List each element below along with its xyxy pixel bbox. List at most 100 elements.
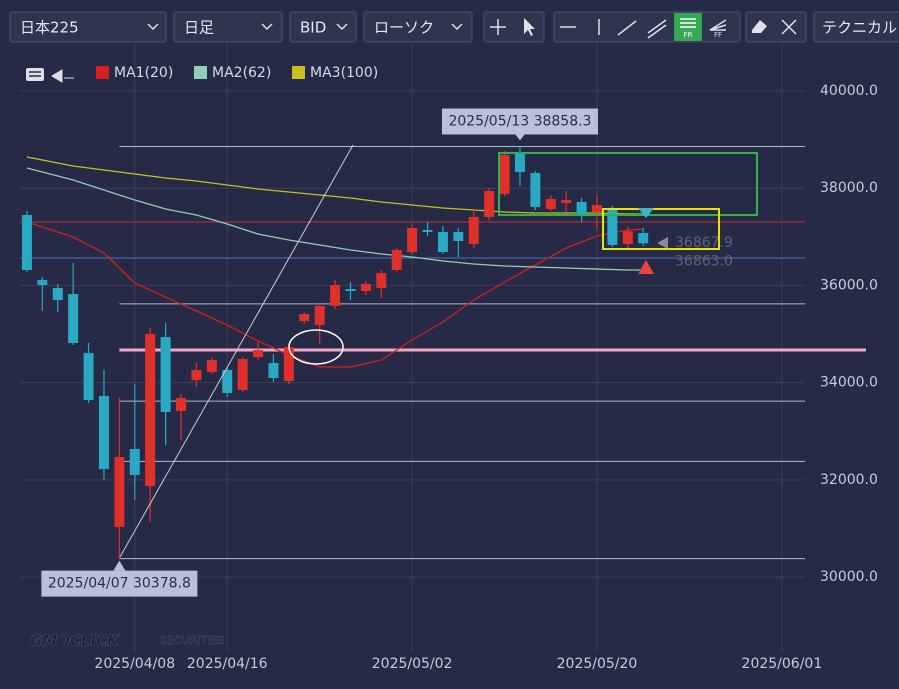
timeframe-label: 日足	[184, 19, 214, 37]
candle-body	[129, 449, 140, 476]
symbol-label: 日本225	[20, 19, 79, 37]
candle-body	[98, 396, 109, 470]
candle-body	[437, 232, 448, 253]
candle-body	[145, 334, 156, 487]
buy-signal	[638, 260, 654, 274]
y-tick-label: 34000.0	[820, 375, 878, 391]
candle-body	[592, 205, 603, 213]
dropdown-arrow	[147, 23, 159, 31]
candle-body	[176, 398, 187, 411]
clear-icon	[781, 19, 797, 35]
candle-body	[68, 294, 79, 344]
candle-body	[222, 370, 233, 394]
y-tick-label: 32000.0	[820, 472, 878, 488]
legend-swatch	[292, 66, 305, 79]
chart-style-label: ローソク	[374, 19, 434, 37]
candle-body	[561, 200, 572, 204]
candle-body	[407, 228, 418, 253]
price-type-label: BID	[300, 19, 326, 37]
technical-button[interactable]	[813, 11, 899, 43]
legend-label: MA1(20)	[114, 65, 173, 81]
legend-swatch	[194, 66, 207, 79]
watermark-brand: GMOCLICK	[30, 632, 120, 650]
pointer-icon	[524, 18, 535, 36]
dropdown-arrow	[451, 23, 463, 31]
annotation-label: 2025/04/07 30378.8	[48, 576, 191, 592]
candle-body	[360, 284, 371, 292]
x-tick-label: 2025/04/08	[94, 656, 175, 672]
candle-body	[638, 233, 649, 244]
candle-body	[283, 346, 294, 382]
channel-icon	[647, 19, 667, 39]
candle-body	[391, 250, 402, 271]
timeframe-select[interactable]	[173, 11, 283, 43]
annotation-pointer	[113, 560, 126, 571]
candle-body	[499, 155, 510, 195]
candle-body	[114, 457, 125, 528]
candle-body	[314, 306, 325, 326]
candle-body	[514, 154, 525, 173]
candle-body	[253, 350, 264, 358]
collapse-icon[interactable]	[51, 69, 74, 83]
candle-body	[453, 232, 464, 241]
watermark-suffix: SECURITIES	[160, 634, 224, 647]
crosshair-icon	[490, 19, 506, 35]
comment-icon-lines	[29, 71, 41, 77]
moving-average	[26, 156, 644, 215]
trendline-icon	[617, 20, 637, 36]
candle-body	[607, 210, 618, 246]
candle-body	[52, 287, 63, 300]
chart-style-select[interactable]	[363, 11, 473, 43]
legend-swatch	[96, 66, 109, 79]
candle-body	[530, 173, 541, 208]
candle-body	[376, 273, 387, 288]
y-tick-label: 40000.0	[820, 83, 878, 99]
candle-body	[545, 199, 556, 210]
candle-body	[422, 230, 433, 233]
fibo-fan-icon	[709, 19, 727, 31]
eraser-icon	[752, 20, 767, 33]
y-tick-label: 30000.0	[820, 569, 878, 585]
symbol-select[interactable]	[9, 11, 167, 43]
circle-marker	[288, 329, 344, 365]
price-pointer	[657, 237, 668, 249]
legend-label: MA2(62)	[212, 65, 271, 81]
price-type-select[interactable]	[289, 11, 357, 43]
candle-body	[576, 202, 587, 215]
dropdown-arrow	[336, 23, 348, 31]
x-tick-label: 2025/04/16	[187, 656, 268, 672]
x-tick-label: 2025/05/02	[372, 656, 453, 672]
trend-line	[119, 144, 354, 558]
candle-body	[191, 370, 202, 381]
candle-body	[345, 289, 356, 292]
candle-body	[622, 231, 633, 245]
legend-label: MA3(100)	[310, 65, 378, 81]
candle-body	[37, 280, 48, 286]
candle-body	[21, 214, 32, 271]
fibo-icon	[680, 18, 696, 28]
toolbar: 日本225 日足 BID ローソク FR FF テクニカル	[9, 11, 899, 43]
y-tick-label: 38000.0	[820, 180, 878, 196]
candle-body	[330, 285, 341, 307]
annotation-box	[41, 570, 198, 597]
candle-body	[160, 337, 171, 413]
yellow-box	[602, 208, 720, 250]
drawing-tools[interactable]	[553, 11, 741, 43]
candle-body	[83, 353, 94, 401]
candle-body	[237, 358, 248, 391]
cursor-tools[interactable]	[483, 11, 545, 43]
fibo-fan-text: FF	[714, 31, 722, 39]
drawings	[119, 144, 758, 558]
moving-average	[26, 167, 644, 271]
candle-body	[468, 217, 479, 245]
candle-body	[299, 313, 310, 322]
y-tick-label: 36000.0	[820, 277, 878, 293]
moving-average	[26, 221, 644, 368]
x-tick-label: 2025/06/01	[742, 656, 823, 672]
comment-icon[interactable]	[26, 68, 44, 81]
annotation-box	[441, 108, 598, 135]
erase-tools[interactable]	[745, 11, 807, 43]
green-box	[498, 152, 758, 216]
candle-body	[268, 363, 279, 378]
